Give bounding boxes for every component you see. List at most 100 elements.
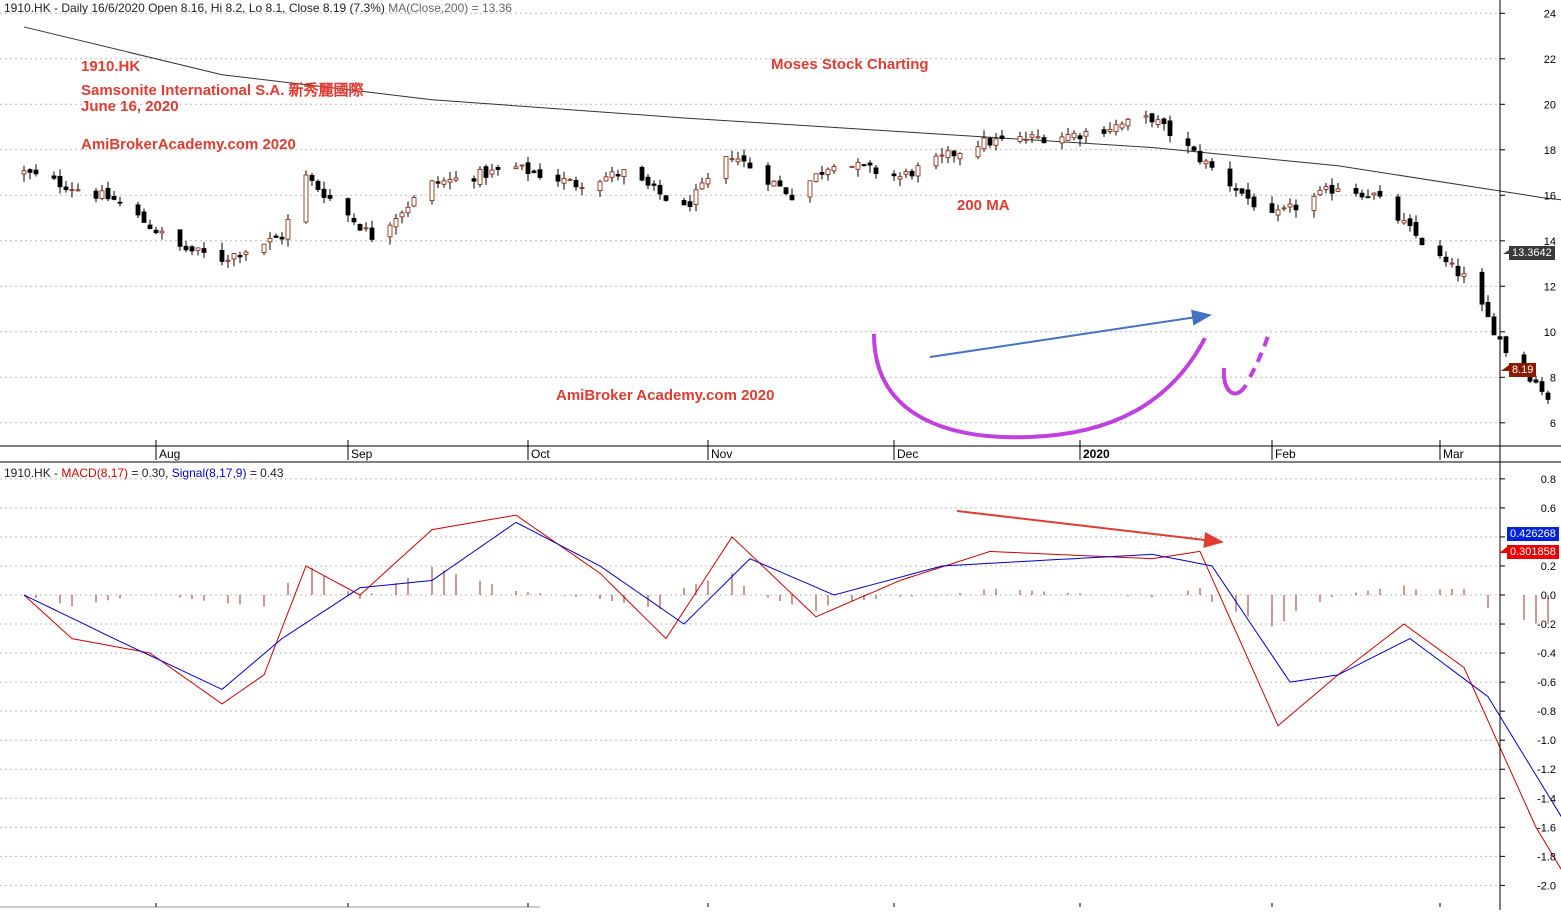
candle-body (1041, 137, 1047, 144)
candle-body (813, 173, 819, 182)
candle-body (1359, 192, 1365, 198)
candle-body (111, 195, 117, 200)
macd-tick-label: -0.6 (1537, 677, 1556, 689)
candle-body (1023, 138, 1029, 141)
month-label: Mar (1443, 447, 1464, 461)
candle-body (525, 162, 531, 174)
candle-body (861, 164, 867, 166)
candle-body (243, 251, 249, 255)
candle-body (1125, 118, 1131, 127)
ma200-line (23, 26, 1561, 201)
candle-body (159, 230, 165, 234)
candle-body (867, 162, 873, 166)
ma-badge-pointer (1503, 250, 1509, 254)
annotation-200ma: 200 MA (957, 197, 1010, 214)
annotation-site: AmiBrokerAcademy.com 2020 (81, 136, 296, 153)
candle-body (63, 186, 69, 191)
candle-body (1287, 203, 1293, 208)
candle-body (849, 165, 855, 168)
candle-body (945, 150, 951, 159)
candle-body (789, 194, 795, 201)
signal-value-badge: 0.426268 (1507, 527, 1559, 541)
candle-body (273, 235, 279, 238)
ma-value-badge: 13.3642 (1509, 246, 1555, 260)
candle-body (57, 175, 63, 188)
macd-tick-label: 0.2 (1541, 561, 1556, 573)
candle-body (261, 243, 267, 253)
candle-body (615, 174, 621, 177)
candle-body (993, 138, 999, 146)
candle-body (1269, 203, 1275, 213)
candle-body (957, 153, 963, 160)
candle-body (819, 172, 825, 175)
candle-body (981, 137, 987, 150)
candle-body (1401, 219, 1407, 224)
candle-body (441, 180, 447, 185)
price-panel-header: 1910.HK - Daily 16/6/2020 Open 8.16, Hi … (4, 1, 512, 15)
candle-body (219, 250, 225, 262)
candle-body (1155, 119, 1161, 125)
candle-body (411, 197, 417, 207)
candle-body (1251, 196, 1257, 208)
price-tick-label: 14 (1544, 236, 1556, 248)
candle-body (483, 166, 489, 178)
month-label: Aug (159, 447, 180, 461)
candle-body (189, 246, 195, 252)
candle-body (951, 150, 957, 157)
candle-body (345, 198, 351, 216)
candle-body (1185, 138, 1191, 146)
candle-body (723, 156, 729, 179)
candle-body (1419, 237, 1425, 245)
candle-body (1167, 120, 1173, 136)
candle-body (327, 194, 333, 199)
macd-tick-label: 0.0 (1541, 590, 1556, 602)
candle-body (855, 162, 861, 170)
month-label: Dec (897, 447, 918, 461)
macd-tick-label: -0.2 (1537, 619, 1556, 631)
candle-body (183, 245, 189, 251)
candle-body (933, 155, 939, 167)
candle-body (747, 162, 753, 169)
candle-body (1395, 196, 1401, 221)
candle-body (309, 175, 315, 181)
candle-body (93, 190, 99, 199)
candle-body (51, 175, 57, 179)
candle-body (393, 218, 399, 228)
candle-body (519, 164, 525, 167)
month-label: 2020 (1083, 447, 1110, 461)
candle-body (1371, 192, 1377, 196)
candle-body (75, 189, 81, 192)
candle-body (765, 165, 771, 185)
candle-body (231, 253, 237, 260)
candle-body (1461, 273, 1467, 277)
candle-body (1539, 381, 1545, 392)
candle-body (147, 224, 153, 230)
candle-body (567, 178, 573, 181)
candle-body (741, 155, 747, 162)
candle-body (495, 166, 501, 170)
candle-body (1281, 207, 1287, 210)
macd-tick-label: -1.0 (1537, 735, 1556, 747)
projection-annotation (1248, 329, 1272, 378)
candle-body (429, 180, 435, 202)
candle-body (603, 176, 609, 182)
candle-body (651, 183, 657, 186)
candle-body (225, 259, 231, 262)
candle-body (687, 201, 693, 208)
candle-body (891, 173, 897, 177)
candle-body (1443, 256, 1449, 263)
candle-body (363, 227, 369, 230)
candle-body (1323, 186, 1329, 190)
candle-body (477, 169, 483, 185)
candle-body (609, 171, 615, 178)
candle-body (1491, 316, 1497, 336)
candle-body (645, 176, 651, 186)
macd-tick-label: -1.4 (1537, 793, 1556, 805)
candle-body (69, 189, 75, 192)
candle-body (1077, 135, 1083, 140)
candle-body (99, 190, 105, 199)
annotation-brand: Moses Stock Charting (771, 56, 929, 73)
candle-body (21, 170, 27, 175)
annotation-symbol: 1910.HK (81, 58, 141, 75)
